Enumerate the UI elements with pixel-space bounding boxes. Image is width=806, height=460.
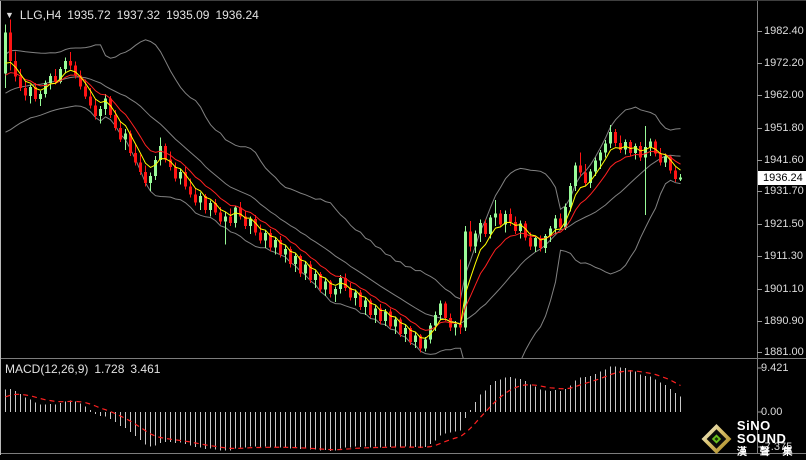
price-axis-label: 1901.10 bbox=[757, 283, 804, 295]
axis-border-line bbox=[757, 0, 758, 454]
ohlc-high: 1937.32 bbox=[116, 8, 161, 22]
macd-value: 1.728 bbox=[94, 362, 125, 376]
macd-signal-value: 3.461 bbox=[130, 362, 161, 376]
moving-averages bbox=[5, 61, 681, 339]
window-left-border bbox=[0, 0, 1, 455]
price-axis-label: 1982.40 bbox=[757, 25, 804, 37]
price-axis-label: 1911.30 bbox=[757, 250, 803, 262]
ma-slow-line bbox=[5, 72, 681, 331]
bollinger-bands bbox=[5, 39, 681, 358]
sino-sound-logo: SiNO SOUND 漢 聲 集 團 bbox=[701, 419, 806, 458]
bottom-separator bbox=[0, 453, 806, 454]
ohlc-low: 1935.09 bbox=[166, 8, 210, 22]
symbol-label: LLG,H4 bbox=[19, 8, 62, 22]
price-axis-label: 1951.80 bbox=[757, 122, 804, 134]
macd-axis-max: 9.421 bbox=[761, 362, 789, 374]
logo-chinese-text: 漢 聲 集 團 bbox=[736, 447, 806, 458]
price-axis-label: 1921.50 bbox=[757, 218, 804, 230]
chart-header: ▼ LLG,H4 1935.72 1937.32 1935.09 1936.24 bbox=[5, 8, 259, 22]
macd-indicator-label: MACD(12,26,9) 1.728 3.461 bbox=[5, 362, 160, 376]
macd-histogram bbox=[5, 366, 681, 451]
window-top-border bbox=[0, 0, 806, 1]
macd-axis-min: -7.375 bbox=[761, 441, 793, 453]
price-axis-label: 1941.60 bbox=[757, 154, 804, 166]
macd-name: MACD(12,26,9) bbox=[5, 362, 89, 376]
price-axis-label: 1972.20 bbox=[757, 57, 804, 69]
price-axis-label: 1890.90 bbox=[757, 315, 804, 327]
price-axis-label: 1931.70 bbox=[757, 185, 804, 197]
panel-separator[interactable] bbox=[0, 358, 806, 359]
ohlc-close: 1936.24 bbox=[215, 8, 259, 22]
price-axis-label: 1881.00 bbox=[757, 346, 804, 358]
candles-series bbox=[4, 19, 682, 353]
diamond-logo-icon bbox=[701, 423, 732, 454]
macd-axis-zero: 0.00 bbox=[761, 406, 783, 418]
logo-brand-text: SiNO SOUND bbox=[736, 418, 787, 446]
macd-signal-line bbox=[5, 370, 681, 451]
price-axis[interactable]: 1936.24 1982.40 1972.20 1962.00 1951.80 1941… bbox=[757, 0, 806, 454]
price-axis-label: 1962.00 bbox=[757, 89, 804, 101]
current-price-box: 1936.24 bbox=[758, 171, 806, 185]
ohlc-open: 1935.72 bbox=[67, 8, 111, 22]
ma-fast-line bbox=[5, 61, 681, 339]
symbol-marker-icon[interactable]: ▼ bbox=[5, 10, 14, 20]
ohlc-values: 1935.72 1937.32 1935.09 1936.24 bbox=[67, 8, 259, 22]
